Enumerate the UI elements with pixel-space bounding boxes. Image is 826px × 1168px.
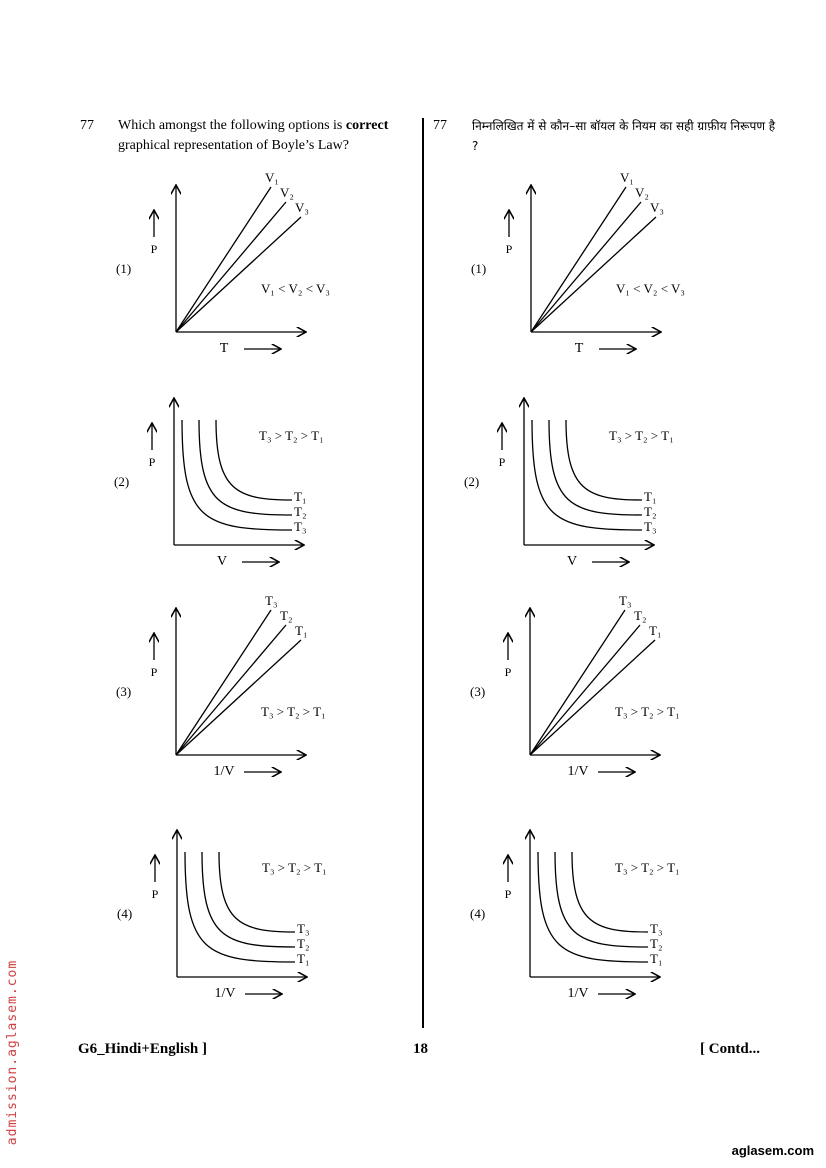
option-label: (1) — [471, 261, 486, 276]
curve-label: V₂ — [280, 185, 294, 200]
curve-label: T₂ — [644, 504, 656, 519]
curve-label: T₁ — [297, 951, 309, 966]
condition: V₁ < V₂ < V₃ — [616, 281, 685, 296]
graph-line — [175, 216, 302, 333]
question-emphasis: correct — [345, 118, 389, 133]
curve-label: V₁ — [265, 170, 279, 185]
curve-label: V₃ — [650, 200, 664, 215]
graph-curve — [548, 419, 643, 516]
graph-line — [175, 201, 287, 333]
condition: T₃ > T₂ > T₁ — [615, 860, 680, 875]
graph-line — [529, 624, 641, 756]
curve-label: T₂ — [650, 936, 662, 951]
curve-label: T₂ — [297, 936, 309, 951]
curve-label: T₂ — [280, 608, 292, 623]
graph-curve — [215, 419, 293, 501]
option-label: (3) — [116, 684, 131, 699]
x-axis-label: T — [575, 341, 584, 356]
curve-label: T₃ — [650, 921, 662, 936]
graph-curve — [531, 419, 643, 531]
curve-label: T₁ — [295, 623, 307, 638]
question-text: निम्नलिखित में से कौन–सा बॉयल के नियम का… — [472, 119, 776, 153]
question-number: 77 — [80, 118, 94, 133]
option-label: (4) — [117, 906, 132, 921]
condition: T₃ > T₂ > T₁ — [261, 704, 326, 719]
graph-curve — [201, 851, 296, 948]
y-axis-label: P — [506, 242, 513, 256]
site-name: aglasem.com — [731, 1143, 814, 1158]
y-axis-label: P — [151, 242, 158, 256]
graph-curve — [198, 419, 293, 516]
y-axis-label: P — [505, 887, 512, 901]
curve-label: V₁ — [620, 170, 634, 185]
option-label: (1) — [116, 261, 131, 276]
curve-label: T₂ — [294, 504, 306, 519]
curve-label: V₂ — [635, 185, 649, 200]
graph-line — [175, 624, 287, 756]
curve-label: T₁ — [644, 489, 656, 504]
curve-label: T₁ — [649, 623, 661, 638]
graph-curve — [537, 851, 649, 963]
page-number: 18 — [413, 1041, 428, 1057]
x-axis-label: V — [217, 554, 227, 569]
x-axis-label: 1/V — [214, 764, 235, 779]
graph-line — [175, 639, 302, 756]
option-label: (3) — [470, 684, 485, 699]
condition: T₃ > T₂ > T₁ — [262, 860, 327, 875]
x-axis-label: 1/V — [215, 986, 236, 1001]
x-axis-label: 1/V — [568, 764, 589, 779]
curve-label: T₁ — [294, 489, 306, 504]
option-label: (4) — [470, 906, 485, 921]
x-axis-label: 1/V — [568, 986, 589, 1001]
curve-label: V₃ — [295, 200, 309, 215]
curve-label: T₁ — [650, 951, 662, 966]
question: Which amongst the following options is c… — [118, 116, 418, 156]
graph-curve — [218, 851, 296, 933]
graph-curve — [571, 851, 649, 933]
y-axis-label: P — [149, 455, 156, 469]
graph-line — [530, 216, 657, 333]
curve-label: T₃ — [265, 593, 277, 608]
graph-line — [530, 186, 627, 333]
condition: T₃ > T₂ > T₁ — [259, 428, 324, 443]
y-axis-label: P — [499, 455, 506, 469]
graph-line — [530, 201, 642, 333]
y-axis-label: P — [505, 665, 512, 679]
curve-label: T₂ — [634, 608, 646, 623]
curve-label: T₃ — [297, 921, 309, 936]
graph-curve — [184, 851, 296, 963]
condition: T₃ > T₂ > T₁ — [609, 428, 674, 443]
condition: V₁ < V₂ < V₃ — [261, 281, 330, 296]
option-label: (2) — [464, 474, 479, 489]
curve-label: T₃ — [644, 519, 656, 534]
x-axis-label: V — [567, 554, 577, 569]
graph-line — [175, 186, 272, 333]
graph-curve — [554, 851, 649, 948]
graph-line — [529, 639, 656, 756]
condition: T₃ > T₂ > T₁ — [615, 704, 680, 719]
footer-contd: [ Contd... — [700, 1041, 761, 1057]
question-text: Which amongst the following options is — [118, 118, 346, 133]
curve-label: T₃ — [294, 519, 306, 534]
question: निम्नलिखित में से कौन–सा बॉयल के नियम का… — [472, 116, 777, 156]
y-axis-label: P — [151, 665, 158, 679]
y-axis-label: P — [152, 887, 159, 901]
question-text: graphical representation of Boyle’s Law? — [118, 138, 349, 153]
x-axis-label: T — [220, 341, 229, 356]
option-label: (2) — [114, 474, 129, 489]
graph-line — [529, 609, 626, 756]
graph-line — [175, 609, 272, 756]
watermark: admission.aglasem.com — [5, 959, 21, 1146]
curve-label: T₃ — [619, 593, 631, 608]
footer-code: G6_Hindi+English ] — [78, 1041, 208, 1057]
graph-curve — [181, 419, 293, 531]
question-number: 77 — [433, 118, 447, 133]
graph-curve — [565, 419, 643, 501]
